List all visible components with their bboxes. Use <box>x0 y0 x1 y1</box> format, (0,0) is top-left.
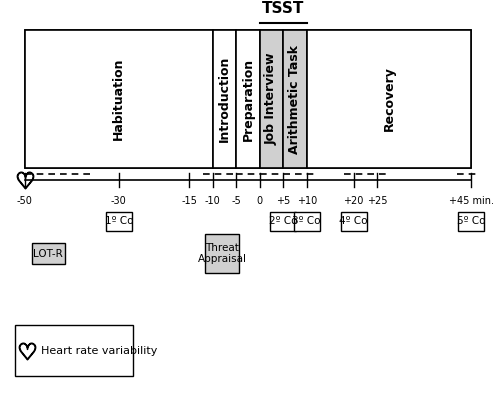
Text: TSST: TSST <box>262 1 304 16</box>
Text: Arithmetic Task: Arithmetic Task <box>288 44 302 154</box>
Text: 1º Co: 1º Co <box>104 216 133 226</box>
Text: Introduction: Introduction <box>218 56 231 142</box>
Text: +5: +5 <box>276 196 290 206</box>
Text: Heart rate variability: Heart rate variability <box>42 346 158 356</box>
Text: 3º Co: 3º Co <box>292 216 321 226</box>
Text: Threat
Appraisal: Threat Appraisal <box>198 243 246 265</box>
Text: +45 min.: +45 min. <box>448 196 494 206</box>
FancyBboxPatch shape <box>32 243 65 264</box>
Text: +20: +20 <box>344 196 364 206</box>
Bar <box>306 30 471 168</box>
Text: -15: -15 <box>182 196 197 206</box>
Text: Preparation: Preparation <box>242 57 254 140</box>
Text: Recovery: Recovery <box>382 67 396 131</box>
FancyBboxPatch shape <box>206 234 239 273</box>
Bar <box>16 325 133 376</box>
Bar <box>25 30 212 168</box>
FancyBboxPatch shape <box>106 212 132 231</box>
Text: +25: +25 <box>367 196 388 206</box>
Text: Habituation: Habituation <box>112 58 126 140</box>
Bar <box>236 30 260 168</box>
Text: LOT-R: LOT-R <box>34 249 63 259</box>
Bar <box>283 30 306 168</box>
Text: -50: -50 <box>17 196 33 206</box>
FancyBboxPatch shape <box>294 212 320 231</box>
Text: -30: -30 <box>111 196 126 206</box>
Text: -5: -5 <box>232 196 241 206</box>
Text: -10: -10 <box>205 196 220 206</box>
Text: Job Interview: Job Interview <box>265 53 278 145</box>
Text: 2º Co: 2º Co <box>269 216 298 226</box>
FancyBboxPatch shape <box>340 212 367 231</box>
Text: 0: 0 <box>256 196 263 206</box>
Text: +10: +10 <box>296 196 317 206</box>
Bar <box>25 30 471 168</box>
Text: 5º Co: 5º Co <box>457 216 486 226</box>
Bar <box>212 30 236 168</box>
Bar <box>260 30 283 168</box>
Text: 4º Co: 4º Co <box>340 216 368 226</box>
FancyBboxPatch shape <box>270 212 296 231</box>
FancyBboxPatch shape <box>458 212 484 231</box>
